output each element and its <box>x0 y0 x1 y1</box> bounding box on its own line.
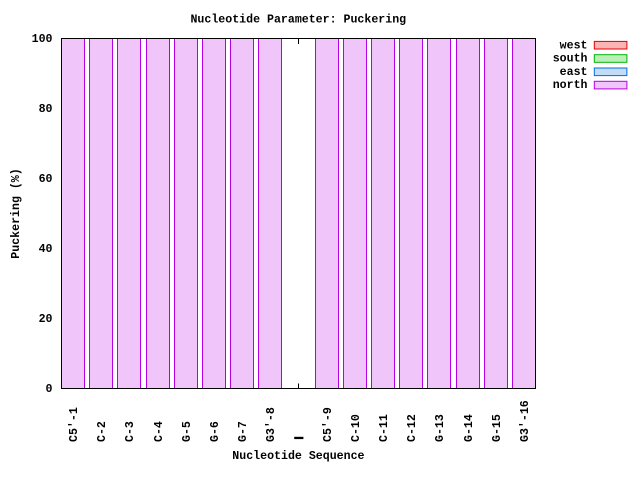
svg-text:C5'-9: C5'-9 <box>322 407 335 442</box>
svg-text:G-6: G-6 <box>209 421 222 442</box>
svg-text:G3'-8: G3'-8 <box>265 407 278 442</box>
svg-text:C-11: C-11 <box>378 414 391 442</box>
svg-text:north: north <box>553 79 588 92</box>
svg-text:40: 40 <box>39 243 53 256</box>
svg-text:C-3: C-3 <box>124 421 137 442</box>
svg-text:80: 80 <box>39 103 53 116</box>
svg-text:Nucleotide Sequence: Nucleotide Sequence <box>232 450 364 463</box>
svg-text:Puckering (%): Puckering (%) <box>10 168 23 258</box>
svg-text:G-14: G-14 <box>463 414 476 442</box>
svg-text:C-4: C-4 <box>153 421 166 442</box>
svg-text:C-12: C-12 <box>406 414 419 442</box>
svg-text:60: 60 <box>39 173 53 186</box>
svg-text:G-13: G-13 <box>434 414 447 442</box>
svg-text:Nucleotide Parameter: Puckerin: Nucleotide Parameter: Puckering <box>190 14 406 27</box>
svg-text:C-2: C-2 <box>96 421 109 442</box>
svg-text:20: 20 <box>39 313 53 326</box>
svg-text:100: 100 <box>32 33 53 46</box>
svg-text:G-7: G-7 <box>237 421 250 442</box>
svg-text:south: south <box>553 53 588 66</box>
svg-text:east: east <box>560 66 588 79</box>
svg-text:G-15: G-15 <box>491 414 504 442</box>
svg-text:west: west <box>560 39 588 52</box>
svg-text:C5'-1: C5'-1 <box>68 407 81 442</box>
svg-text:C-10: C-10 <box>350 414 363 442</box>
svg-text:0: 0 <box>46 383 53 396</box>
svg-text:G3'-16: G3'-16 <box>519 400 532 442</box>
svg-text:G-5: G-5 <box>181 421 194 442</box>
